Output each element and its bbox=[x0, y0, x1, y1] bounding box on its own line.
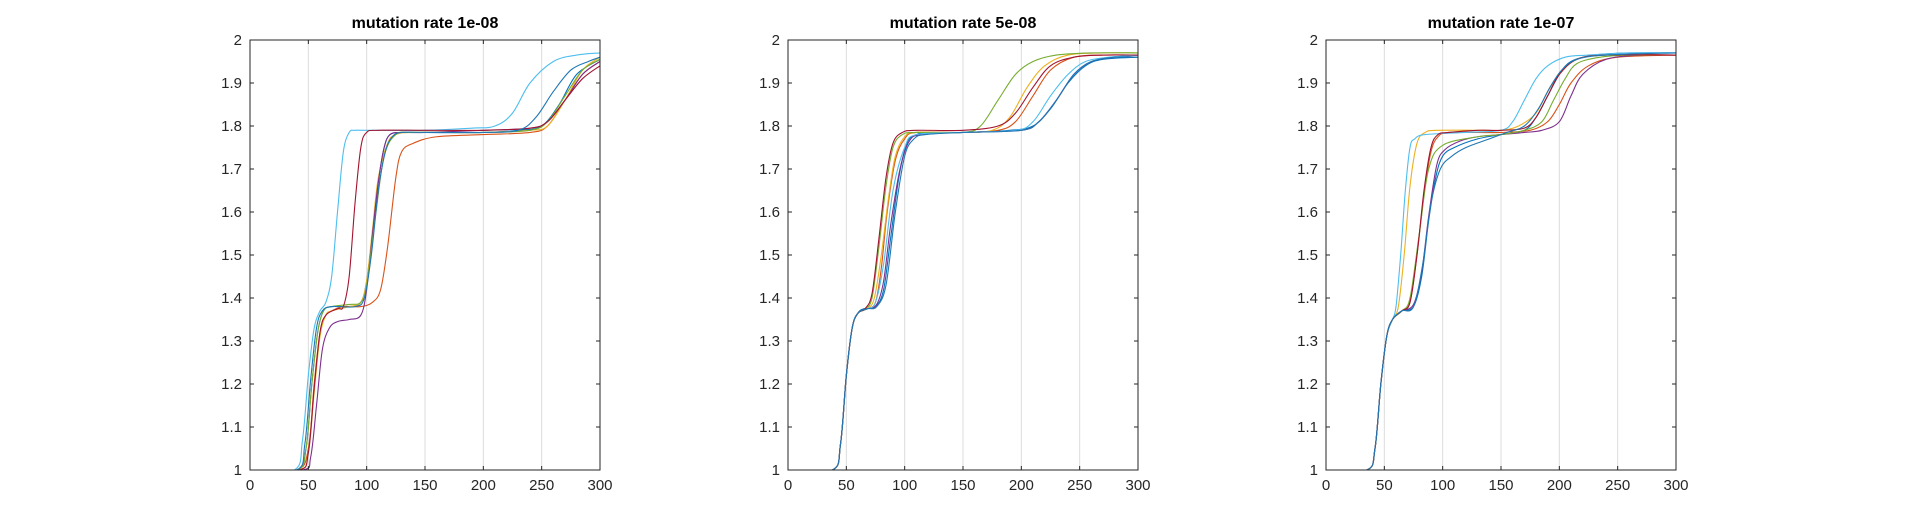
x-tick-label: 250 bbox=[1067, 477, 1092, 494]
y-tick-label: 1 bbox=[234, 462, 242, 479]
x-tick-label: 300 bbox=[1125, 477, 1150, 494]
y-tick-label: 1.7 bbox=[1297, 161, 1318, 178]
y-tick-label: 1.4 bbox=[1297, 290, 1318, 307]
y-tick-label: 1.7 bbox=[221, 161, 242, 178]
y-tick-label: 1.3 bbox=[1297, 333, 1318, 350]
chart-svg: 0 50 100 150 200 250 300 1 1.1 1.2 1.3 1.4 1.5 1.6 1.7… bbox=[221, 15, 612, 494]
y-tick-label: 1.7 bbox=[759, 161, 780, 178]
y-tick-label: 1.8 bbox=[759, 118, 780, 135]
subplot-1: 0 50 100 150 200 250 300 1 1.1 1.2 1.3 1.4 1.5 1.6 1.7… bbox=[190, 0, 612, 525]
x-tick-label: 0 bbox=[246, 477, 254, 494]
x-tick-label: 150 bbox=[412, 477, 437, 494]
x-tick-label: 300 bbox=[1663, 477, 1688, 494]
x-tick-label: 100 bbox=[892, 477, 917, 494]
y-tick-label: 1.1 bbox=[759, 419, 780, 436]
x-tick-label: 200 bbox=[471, 477, 496, 494]
y-tick-label: 1.5 bbox=[221, 247, 242, 264]
y-tick-label: 2 bbox=[1310, 32, 1318, 49]
series-line-8 bbox=[250, 56, 600, 470]
y-tick-label: 1.5 bbox=[759, 247, 780, 264]
x-tick-label: 200 bbox=[1009, 477, 1034, 494]
x-tick-label: 100 bbox=[354, 477, 379, 494]
subplot-2: 0 50 100 150 200 250 300 1 1.1 1.2 1.3 1.4 1.5 1.6 1.7… bbox=[728, 0, 1150, 525]
y-tick-label: 1.9 bbox=[759, 75, 780, 92]
x-tick-label: 200 bbox=[1547, 477, 1572, 494]
series-line-6 bbox=[250, 52, 600, 470]
x-tick-label: 0 bbox=[1322, 477, 1330, 494]
y-tick-label: 1.1 bbox=[1297, 419, 1318, 436]
x-tick-label: 0 bbox=[784, 477, 792, 494]
x-tick-label: 300 bbox=[587, 477, 612, 494]
series-line-7 bbox=[250, 65, 600, 470]
y-tick-label: 1.8 bbox=[1297, 118, 1318, 135]
y-tick-label: 1.6 bbox=[221, 204, 242, 221]
y-tick-label: 1.4 bbox=[759, 290, 780, 307]
y-tick-label: 1.1 bbox=[221, 419, 242, 436]
x-tick-label: 50 bbox=[838, 477, 855, 494]
x-tick-label: 50 bbox=[300, 477, 317, 494]
chart-title: mutation rate 1e-08 bbox=[352, 15, 499, 32]
plot-area bbox=[1326, 52, 1676, 470]
y-tick-label: 2 bbox=[772, 32, 780, 49]
y-tick-label: 1.9 bbox=[221, 75, 242, 92]
chart-title: mutation rate 1e-07 bbox=[1428, 15, 1575, 32]
plot-area bbox=[250, 52, 600, 470]
series-line-8 bbox=[1326, 52, 1676, 470]
y-tick-label: 1.6 bbox=[759, 204, 780, 221]
y-tick-label: 1.5 bbox=[1297, 247, 1318, 264]
y-tick-label: 1 bbox=[772, 462, 780, 479]
x-tick-label: 100 bbox=[1430, 477, 1455, 494]
subplot-3: 0 50 100 150 200 250 300 1 1.1 1.2 1.3 1.4 1.5 1.6 1.7… bbox=[1266, 0, 1688, 525]
x-tick-label: 250 bbox=[529, 477, 554, 494]
x-tick-label: 250 bbox=[1605, 477, 1630, 494]
x-tick-label: 50 bbox=[1376, 477, 1393, 494]
y-tick-label: 1 bbox=[1310, 462, 1318, 479]
y-tick-label: 1.2 bbox=[221, 376, 242, 393]
y-tick-label: 1.2 bbox=[1297, 376, 1318, 393]
y-tick-label: 1.2 bbox=[759, 376, 780, 393]
y-tick-label: 1.8 bbox=[221, 118, 242, 135]
y-tick-label: 1.3 bbox=[221, 333, 242, 350]
chart-svg: 0 50 100 150 200 250 300 1 1.1 1.2 1.3 1.4 1.5 1.6 1.7… bbox=[1297, 15, 1688, 494]
y-tick-label: 1.3 bbox=[759, 333, 780, 350]
y-tick-label: 2 bbox=[234, 32, 242, 49]
plot-area bbox=[788, 52, 1138, 470]
series-line-8 bbox=[788, 56, 1138, 470]
chart-svg: 0 50 100 150 200 250 300 1 1.1 1.2 1.3 1.4 1.5 1.6 1.7… bbox=[759, 15, 1150, 494]
y-tick-label: 1.6 bbox=[1297, 204, 1318, 221]
chart-title: mutation rate 5e-08 bbox=[890, 15, 1037, 32]
y-tick-label: 1.9 bbox=[1297, 75, 1318, 92]
x-tick-label: 150 bbox=[950, 477, 975, 494]
y-tick-label: 1.4 bbox=[221, 290, 242, 307]
x-tick-label: 150 bbox=[1488, 477, 1513, 494]
